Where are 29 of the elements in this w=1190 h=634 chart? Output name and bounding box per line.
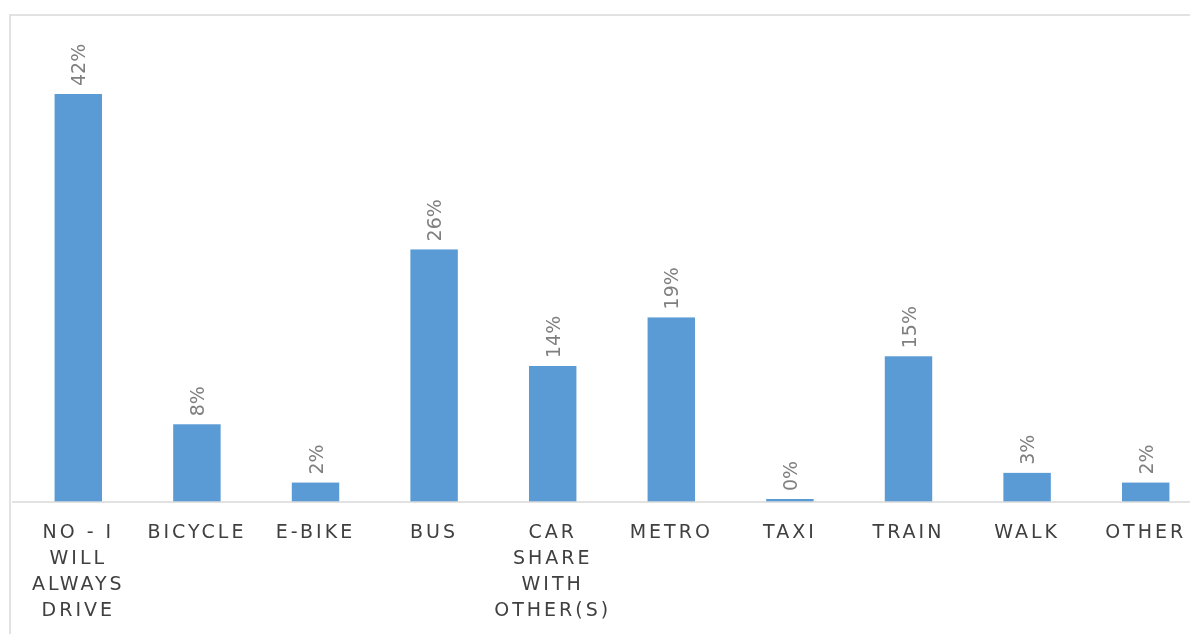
bar xyxy=(410,249,458,502)
data-label: 26% xyxy=(423,199,446,242)
data-label: 0% xyxy=(778,460,801,491)
x-tick-label: CAR SHARE WITH OTHER(S) xyxy=(494,520,612,620)
x-tick-label: TRAIN xyxy=(871,520,945,542)
data-label: 2% xyxy=(304,444,327,475)
bar xyxy=(173,424,221,502)
bar xyxy=(54,94,103,502)
x-tick-label: WALK xyxy=(994,520,1060,542)
bar xyxy=(1003,472,1051,502)
bar xyxy=(528,366,577,502)
bar xyxy=(647,317,696,502)
bar xyxy=(884,356,933,502)
bar xyxy=(291,482,340,502)
bar xyxy=(1121,482,1170,502)
data-label: 19% xyxy=(660,267,683,310)
data-label: 42% xyxy=(67,43,90,86)
x-tick-label: OTHER xyxy=(1105,520,1187,542)
data-label: 2% xyxy=(1134,444,1157,475)
x-tick-label: METRO xyxy=(629,520,713,542)
x-tick-label: BICYCLE xyxy=(147,520,247,542)
data-label: 15% xyxy=(897,306,920,349)
x-tick-label: BUS xyxy=(410,520,459,542)
data-label: 14% xyxy=(541,315,564,358)
x-tick-label: NO - I WILL ALWAYS DRIVE xyxy=(31,520,125,620)
x-tick-label: TAXI xyxy=(762,520,817,542)
data-label: 3% xyxy=(1016,434,1039,465)
data-label: 8% xyxy=(185,386,208,417)
x-tick-label: E-BIKE xyxy=(275,520,356,542)
